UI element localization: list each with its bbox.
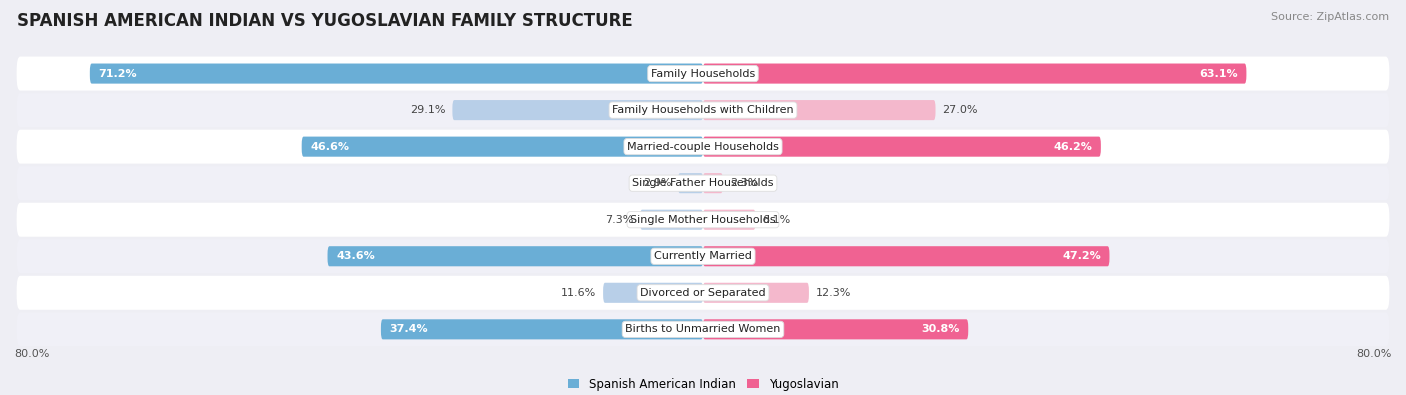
Text: 11.6%: 11.6% [561, 288, 596, 298]
Text: Divorced or Separated: Divorced or Separated [640, 288, 766, 298]
FancyBboxPatch shape [703, 137, 1101, 157]
Text: 43.6%: 43.6% [336, 251, 375, 261]
FancyBboxPatch shape [17, 130, 1389, 164]
Text: 30.8%: 30.8% [921, 324, 960, 334]
FancyBboxPatch shape [17, 312, 1389, 346]
FancyBboxPatch shape [302, 137, 703, 157]
FancyBboxPatch shape [17, 166, 1389, 200]
Text: Single Mother Households: Single Mother Households [630, 215, 776, 225]
Text: 63.1%: 63.1% [1199, 69, 1237, 79]
FancyBboxPatch shape [640, 210, 703, 230]
FancyBboxPatch shape [328, 246, 703, 266]
FancyBboxPatch shape [17, 203, 1389, 237]
Text: 46.6%: 46.6% [311, 142, 349, 152]
Text: 37.4%: 37.4% [389, 324, 429, 334]
FancyBboxPatch shape [17, 239, 1389, 273]
FancyBboxPatch shape [703, 100, 935, 120]
Text: 47.2%: 47.2% [1062, 251, 1101, 261]
Text: 12.3%: 12.3% [815, 288, 851, 298]
Text: 6.1%: 6.1% [762, 215, 790, 225]
FancyBboxPatch shape [603, 283, 703, 303]
FancyBboxPatch shape [703, 319, 969, 339]
Legend: Spanish American Indian, Yugoslavian: Spanish American Indian, Yugoslavian [564, 374, 842, 394]
Text: 46.2%: 46.2% [1053, 142, 1092, 152]
Text: Single Father Households: Single Father Households [633, 178, 773, 188]
Text: Married-couple Households: Married-couple Households [627, 142, 779, 152]
Text: 2.3%: 2.3% [730, 178, 758, 188]
FancyBboxPatch shape [17, 93, 1389, 127]
Text: Currently Married: Currently Married [654, 251, 752, 261]
FancyBboxPatch shape [453, 100, 703, 120]
Text: 27.0%: 27.0% [942, 105, 979, 115]
Text: SPANISH AMERICAN INDIAN VS YUGOSLAVIAN FAMILY STRUCTURE: SPANISH AMERICAN INDIAN VS YUGOSLAVIAN F… [17, 12, 633, 30]
FancyBboxPatch shape [381, 319, 703, 339]
FancyBboxPatch shape [90, 64, 703, 84]
Text: Source: ZipAtlas.com: Source: ZipAtlas.com [1271, 12, 1389, 22]
FancyBboxPatch shape [703, 173, 723, 193]
Text: 71.2%: 71.2% [98, 69, 136, 79]
FancyBboxPatch shape [703, 283, 808, 303]
FancyBboxPatch shape [678, 173, 703, 193]
Text: 2.9%: 2.9% [643, 178, 671, 188]
Text: 80.0%: 80.0% [1357, 350, 1392, 359]
Text: Family Households with Children: Family Households with Children [612, 105, 794, 115]
Text: Births to Unmarried Women: Births to Unmarried Women [626, 324, 780, 334]
FancyBboxPatch shape [17, 56, 1389, 90]
Text: 80.0%: 80.0% [14, 350, 49, 359]
Text: 29.1%: 29.1% [411, 105, 446, 115]
FancyBboxPatch shape [703, 64, 1246, 84]
FancyBboxPatch shape [703, 246, 1109, 266]
FancyBboxPatch shape [703, 210, 755, 230]
Text: Family Households: Family Households [651, 69, 755, 79]
Text: 7.3%: 7.3% [605, 215, 633, 225]
FancyBboxPatch shape [17, 276, 1389, 310]
